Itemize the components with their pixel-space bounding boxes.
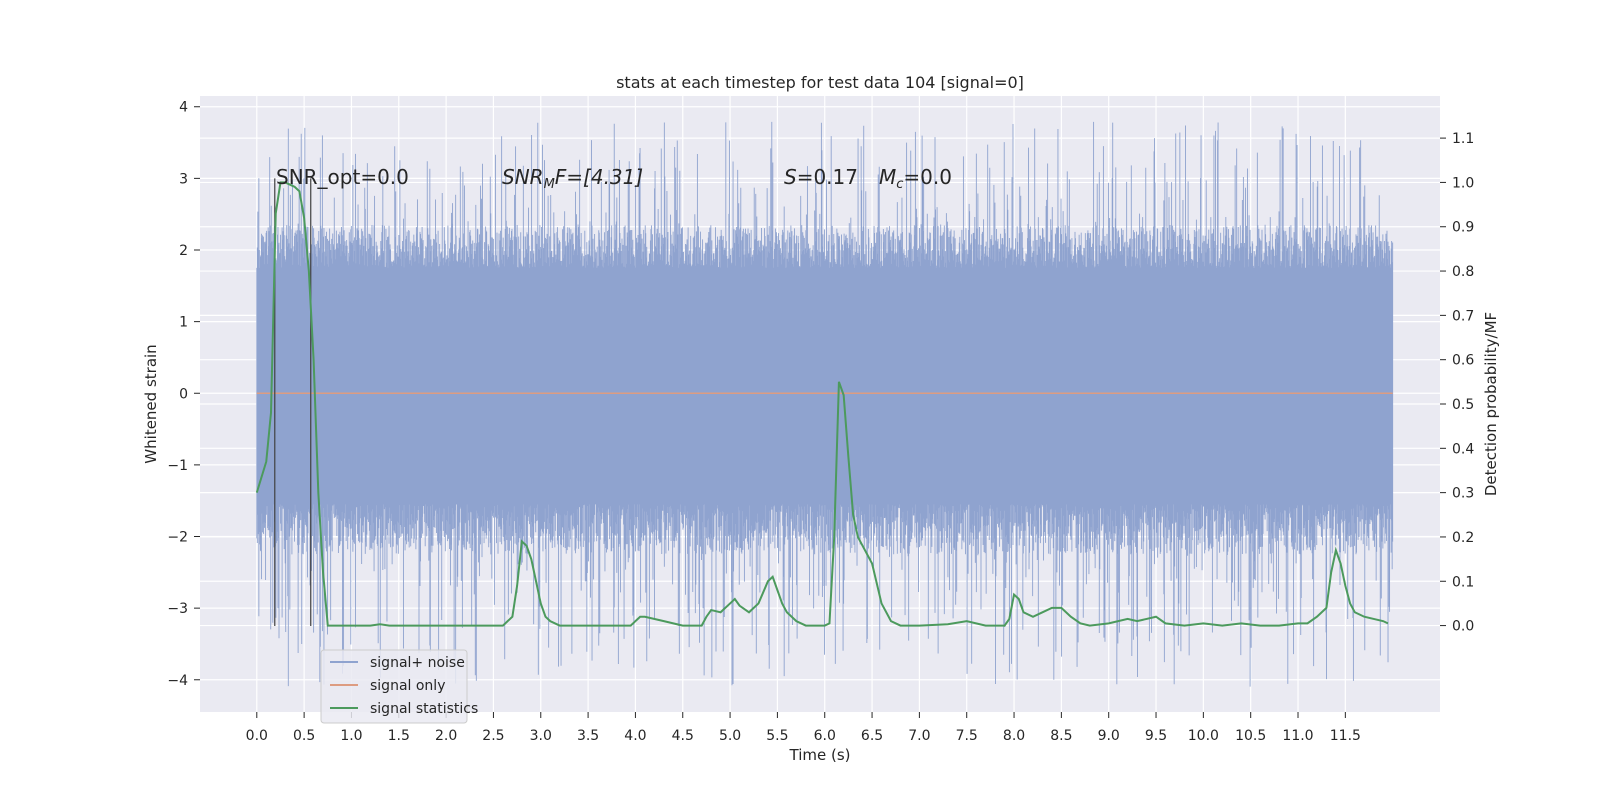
annotation-mc-rest: =0.0: [903, 165, 952, 189]
series-signal-noise: [256, 121, 1394, 687]
legend: signal+ noise signal only signal statist…: [320, 649, 478, 724]
y-right-tick-label: 0.8: [1452, 264, 1474, 280]
chart-title: stats at each timestep for test data 104…: [616, 73, 1024, 92]
y-right-tick-label: 0.2: [1452, 530, 1474, 546]
annotation-s-rest: =0.17: [797, 165, 858, 189]
x-tick-label: 9.0: [1098, 728, 1120, 744]
x-tick-label: 11.0: [1282, 728, 1313, 744]
x-tick-label: 6.5: [861, 728, 883, 744]
y-left-tick-label: 3: [179, 171, 188, 187]
y-right-tick-label: 0.7: [1452, 308, 1474, 324]
x-tick-label: 2.0: [435, 728, 457, 744]
x-tick-label: 11.5: [1330, 728, 1361, 744]
x-tick-label: 10.0: [1188, 728, 1219, 744]
y-right-tick-label: 1.1: [1452, 131, 1474, 147]
y-axis-right-ticks: 0.0 0.1 0.2 0.3 0.4 0.5 0.6 0.7 0.8 0.9 1.0 1.1: [1440, 131, 1474, 635]
x-tick-label: 7.0: [908, 728, 930, 744]
y-right-tick-label: 0.3: [1452, 486, 1474, 502]
legend-label-signal-statistics: signal statistics: [370, 701, 478, 717]
y-axis-right-label: Detection probability/MF: [1482, 312, 1500, 496]
annotation-snr-mf: SNRMF=[4.31]: [502, 165, 643, 192]
annotation-snr-opt: SNR_opt=0.0: [276, 165, 409, 189]
x-tick-label: 5.5: [766, 728, 788, 744]
x-tick-label: 2.5: [482, 728, 504, 744]
annotation-snr-mf-sub: M: [544, 177, 555, 192]
noise-spikes: [256, 121, 1394, 687]
legend-label-signal-only: signal only: [370, 678, 445, 694]
y-right-tick-label: 0.4: [1452, 441, 1474, 457]
x-tick-label: 10.5: [1235, 728, 1266, 744]
x-tick-label: 8.0: [1003, 728, 1025, 744]
x-tick-label: 4.5: [672, 728, 694, 744]
x-tick-label: 0.0: [246, 728, 268, 744]
y-left-tick-label: 4: [179, 100, 188, 116]
y-axis-left-ticks: −4 −3 −2 −1 0 1 2 3 4: [167, 100, 200, 689]
x-tick-label: 5.0: [719, 728, 741, 744]
y-left-tick-label: 0: [179, 386, 188, 402]
y-right-tick-label: 0.6: [1452, 353, 1474, 369]
x-tick-label: 1.0: [340, 728, 362, 744]
y-right-tick-label: 0.0: [1452, 619, 1474, 635]
annotation-mc-main: M: [879, 165, 896, 189]
y-right-tick-label: 0.1: [1452, 574, 1474, 590]
annotation-snr-mf-main: SNR: [502, 165, 544, 189]
x-tick-label: 9.5: [1145, 728, 1167, 744]
signal-statistics-line: [255, 181, 1389, 627]
y-right-tick-label: 0.9: [1452, 220, 1474, 236]
x-tick-label: 1.5: [388, 728, 410, 744]
x-tick-label: 4.0: [624, 728, 646, 744]
x-tick-label: 8.5: [1050, 728, 1072, 744]
annotation-mc: Mc=0.0: [879, 165, 952, 192]
annotation-s: S=0.17: [784, 165, 858, 189]
y-left-tick-label: 2: [179, 243, 188, 259]
annotation-snr-mf-rest: F=[4.31]: [555, 165, 643, 189]
y-left-tick-label: −1: [167, 458, 188, 474]
x-tick-label: 3.5: [577, 728, 599, 744]
legend-box: [320, 649, 468, 724]
x-tick-label: 6.0: [814, 728, 836, 744]
x-axis-ticks: 0.0 0.5 1.0 1.5 2.0 2.5 3.0 3.5 4.0 4.5 5.0 5.5 6.0 6…: [246, 712, 1361, 744]
y-axis-left-label: Whitened strain: [142, 344, 160, 463]
x-tick-label: 0.5: [293, 728, 315, 744]
y-left-tick-label: −2: [167, 530, 188, 546]
y-left-tick-label: −4: [167, 673, 188, 689]
x-tick-label: 3.0: [530, 728, 552, 744]
y-right-tick-label: 1.0: [1452, 175, 1474, 191]
series-signal-statistics: [255, 181, 1389, 627]
y-left-tick-label: −3: [167, 601, 188, 617]
x-axis-label: Time (s): [789, 746, 851, 764]
y-left-tick-label: 1: [179, 315, 188, 331]
x-tick-label: 7.5: [956, 728, 978, 744]
annotation-mc-sub: c: [896, 177, 903, 192]
legend-label-signal-noise: signal+ noise: [370, 655, 465, 671]
y-right-tick-label: 0.5: [1452, 397, 1474, 413]
annotation-s-main: S: [784, 165, 797, 189]
